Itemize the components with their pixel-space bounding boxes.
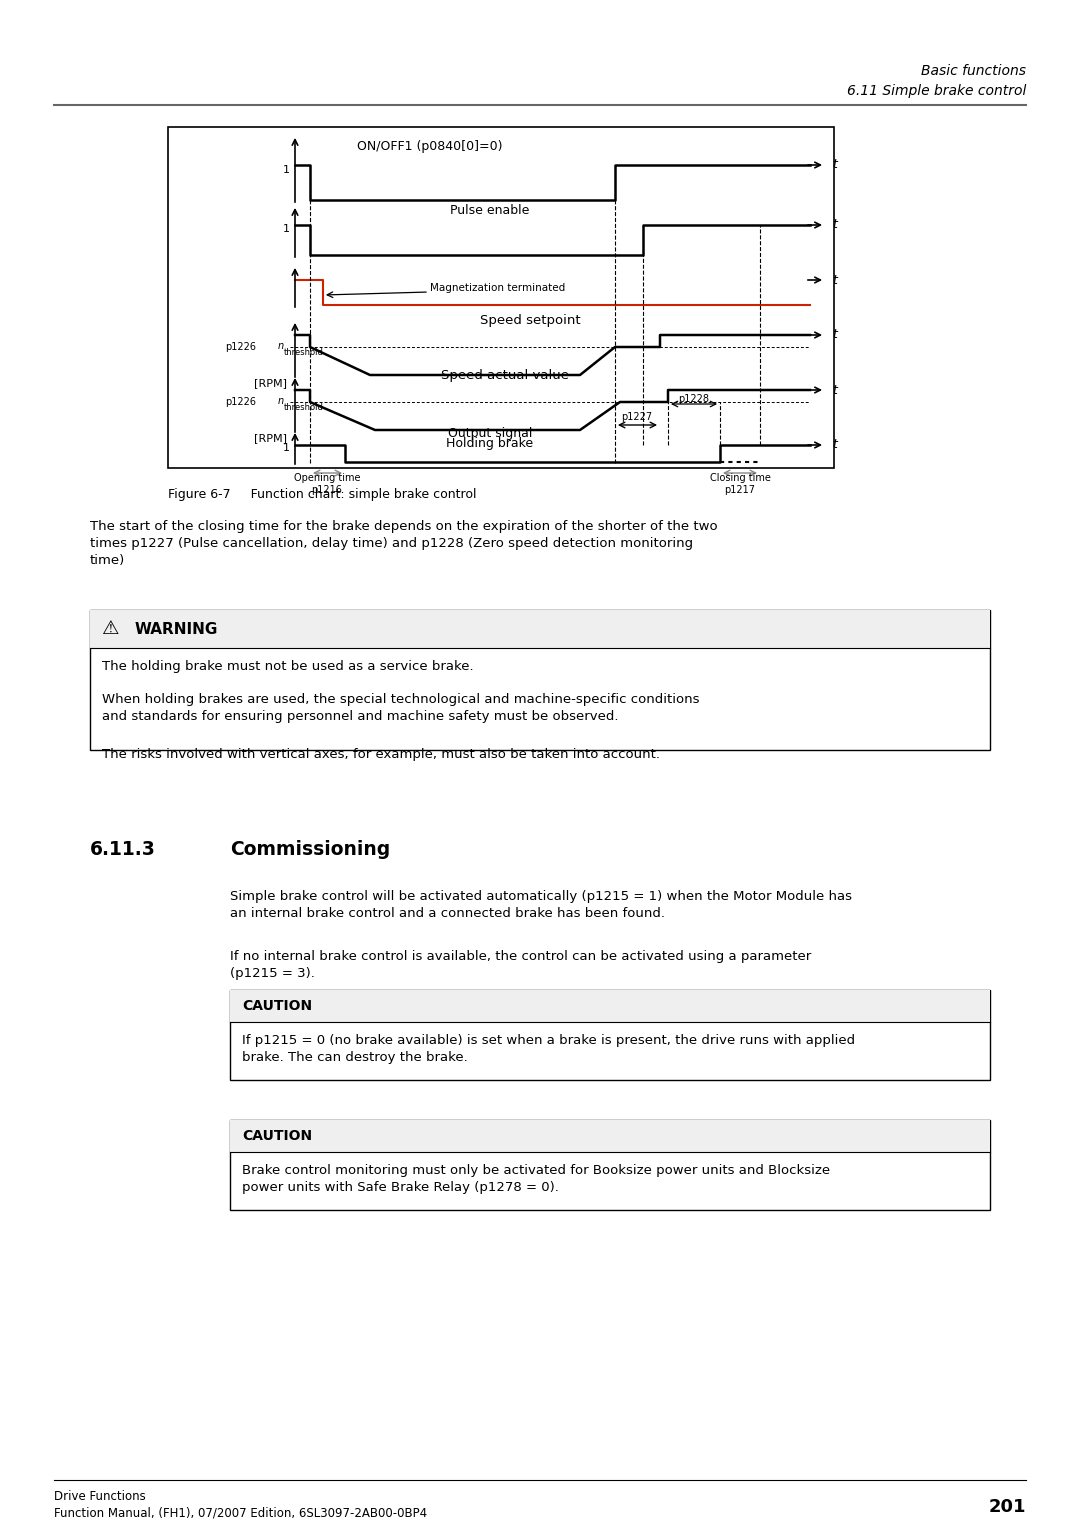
Text: Closing time: Closing time [710, 473, 770, 483]
Text: Speed actual value: Speed actual value [441, 370, 569, 382]
Text: If no internal brake control is available, the control can be activated using a : If no internal brake control is availabl… [230, 950, 811, 980]
Text: 6.11 Simple brake control: 6.11 Simple brake control [847, 84, 1026, 98]
Text: Speed setpoint: Speed setpoint [480, 315, 580, 327]
Text: Opening time: Opening time [294, 473, 361, 483]
Text: The start of the closing time for the brake depends on the expiration of the sho: The start of the closing time for the br… [90, 521, 717, 567]
Text: 1: 1 [283, 165, 291, 176]
Text: ON/OFF1 (p0840[0]=0): ON/OFF1 (p0840[0]=0) [357, 140, 503, 153]
Text: n: n [278, 341, 284, 351]
Text: CAUTION: CAUTION [242, 999, 312, 1012]
Text: p1226: p1226 [225, 397, 256, 408]
Bar [168, 127, 834, 467]
Bar [230, 1119, 990, 1151]
Text: ⚠: ⚠ [102, 620, 120, 638]
Bar [90, 609, 990, 750]
Text: If p1215 = 0 (no brake available) is set when a brake is present, the drive runs: If p1215 = 0 (no brake available) is set… [242, 1034, 855, 1064]
Text: Function Manual, (FH1), 07/2007 Edition, 6SL3097-2AB00-0BP4: Function Manual, (FH1), 07/2007 Edition,… [54, 1507, 427, 1519]
Text: t: t [832, 383, 837, 397]
Text: 201: 201 [988, 1498, 1026, 1516]
Text: t: t [832, 273, 837, 287]
Text: Pulse enable: Pulse enable [450, 205, 529, 217]
Bar [230, 1119, 990, 1209]
Text: 1: 1 [283, 224, 291, 235]
Text: Output signal: Output signal [448, 428, 532, 440]
Text: The risks involved with vertical axes, for example, must also be taken into acco: The risks involved with vertical axes, f… [102, 748, 660, 760]
Text: p1226: p1226 [225, 342, 256, 353]
Text: Brake control monitoring must only be activated for Booksize power units and Blo: Brake control monitoring must only be ac… [242, 1164, 831, 1194]
Text: p1228: p1228 [678, 394, 710, 405]
Text: t: t [832, 159, 837, 171]
Text: When holding brakes are used, the special technological and machine-specific con: When holding brakes are used, the specia… [102, 693, 700, 722]
Text: t: t [832, 218, 837, 232]
Text: p1216: p1216 [311, 486, 342, 495]
Text: t: t [832, 438, 837, 452]
Text: Holding brake: Holding brake [446, 437, 534, 450]
Text: Figure 6-7     Function chart: simple brake control: Figure 6-7 Function chart: simple brake … [168, 489, 476, 501]
Text: threshold: threshold [284, 403, 324, 412]
Bar [230, 989, 990, 1022]
Text: [RPM]: [RPM] [254, 379, 287, 388]
Text: 1: 1 [283, 443, 291, 452]
Text: Basic functions: Basic functions [921, 64, 1026, 78]
Text: p1217: p1217 [725, 486, 756, 495]
Text: CAUTION: CAUTION [242, 1128, 312, 1144]
Text: WARNING: WARNING [135, 621, 218, 637]
Text: Commissioning: Commissioning [230, 840, 390, 860]
Text: Simple brake control will be activated automatically (p1215 = 1) when the Motor : Simple brake control will be activated a… [230, 890, 852, 919]
Text: The holding brake must not be used as a service brake.: The holding brake must not be used as a … [102, 660, 474, 673]
Text: threshold: threshold [284, 348, 324, 357]
Bar [230, 989, 990, 1080]
Text: p1227: p1227 [621, 412, 652, 421]
Text: [RPM]: [RPM] [254, 434, 287, 443]
Text: Drive Functions: Drive Functions [54, 1490, 146, 1503]
Text: 6.11.3: 6.11.3 [90, 840, 156, 860]
Text: n: n [278, 395, 284, 406]
Text: Magnetization terminated: Magnetization terminated [430, 282, 565, 293]
Bar [90, 609, 990, 647]
Text: t: t [832, 328, 837, 342]
